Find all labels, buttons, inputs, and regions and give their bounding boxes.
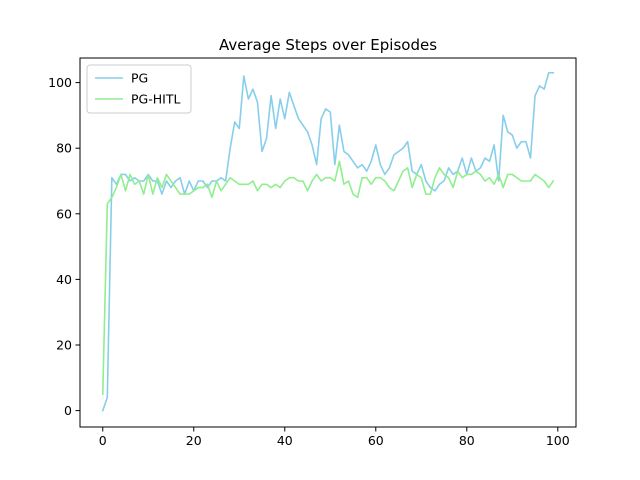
plot-frame [79, 57, 577, 428]
axes: 0 20 40 60 80 100 0 20 40 60 80 100 [48, 57, 577, 448]
x-tick-label: 60 [368, 433, 384, 448]
legend-label-pg-hitl: PG-HITL [131, 92, 180, 107]
series-lines [101, 71, 555, 412]
legend: PG PG-HITL [86, 64, 192, 114]
chart-title: Average Steps over Episodes [219, 36, 437, 54]
legend-box [86, 64, 192, 114]
y-tick-label: 20 [56, 338, 72, 353]
series-line-pg-hitl [101, 160, 555, 396]
x-tick-label: 80 [459, 433, 475, 448]
legend-label-pg: PG [131, 71, 148, 86]
x-tick-label: 100 [546, 433, 570, 448]
x-tick-label: 0 [99, 433, 107, 448]
y-tick-label: 0 [64, 403, 72, 418]
y-tick-label: 60 [56, 206, 72, 221]
x-tick-label: 20 [186, 433, 202, 448]
y-tick-label: 40 [56, 272, 72, 287]
y-tick-label: 100 [48, 75, 72, 90]
y-tick-label: 80 [56, 141, 72, 156]
x-tick-label: 40 [277, 433, 293, 448]
series-line-pg [101, 71, 555, 412]
